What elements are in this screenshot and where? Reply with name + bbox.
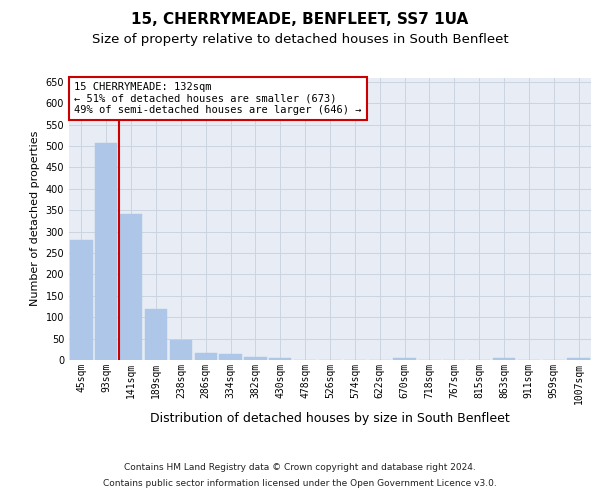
Bar	[244, 356, 266, 360]
Text: Contains public sector information licensed under the Open Government Licence v3: Contains public sector information licen…	[103, 478, 497, 488]
Bar	[394, 358, 416, 360]
Text: Size of property relative to detached houses in South Benfleet: Size of property relative to detached ho…	[92, 32, 508, 46]
Text: 15, CHERRYMEADE, BENFLEET, SS7 1UA: 15, CHERRYMEADE, BENFLEET, SS7 1UA	[131, 12, 469, 28]
Text: 15 CHERRYMEADE: 132sqm
← 51% of detached houses are smaller (673)
49% of semi-de: 15 CHERRYMEADE: 132sqm ← 51% of detached…	[74, 82, 362, 115]
Bar	[269, 358, 292, 360]
Bar	[568, 358, 590, 360]
Bar	[194, 352, 217, 360]
Bar	[70, 240, 92, 360]
Bar	[493, 358, 515, 360]
Text: Contains HM Land Registry data © Crown copyright and database right 2024.: Contains HM Land Registry data © Crown c…	[124, 464, 476, 472]
X-axis label: Distribution of detached houses by size in South Benfleet: Distribution of detached houses by size …	[150, 412, 510, 425]
Bar	[170, 340, 192, 360]
Y-axis label: Number of detached properties: Number of detached properties	[30, 131, 40, 306]
Bar	[145, 308, 167, 360]
Bar	[95, 143, 118, 360]
Bar	[120, 214, 142, 360]
Bar	[220, 354, 242, 360]
